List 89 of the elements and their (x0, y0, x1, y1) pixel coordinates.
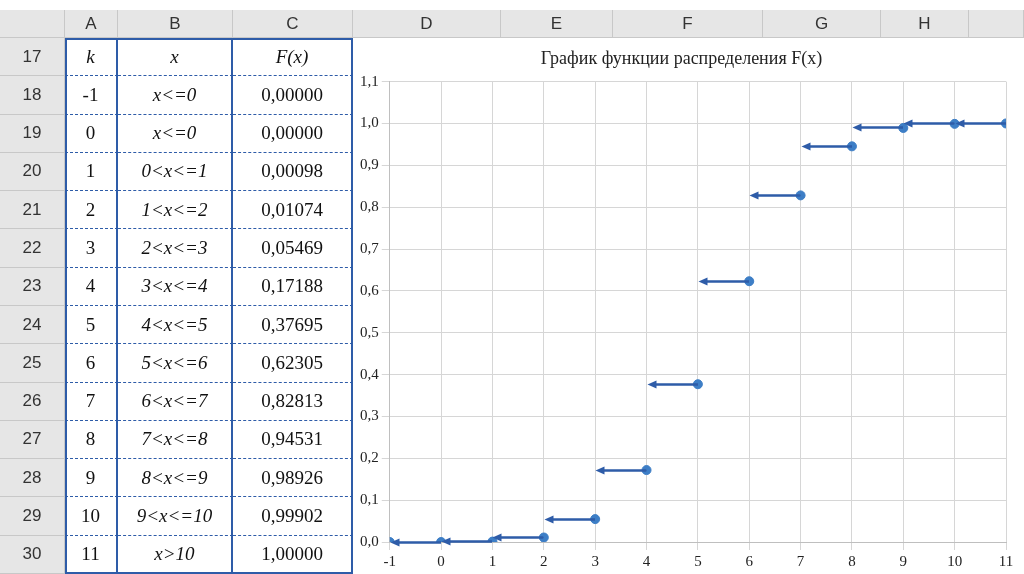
text: D (353, 10, 501, 38)
text: 0,82813 (233, 382, 353, 421)
y-tick-label: 0,1 (360, 491, 379, 508)
text: 0,37695 (233, 306, 353, 345)
y-tick-label: 0,3 (360, 407, 379, 424)
y-tick-label: 0,2 (360, 449, 379, 466)
y-tick-label: 1,1 (360, 72, 379, 89)
text: x<=0 (118, 114, 233, 153)
text: F (613, 10, 763, 38)
text: x<=0 (118, 76, 233, 115)
text: 3 (65, 229, 118, 268)
x-tick-label: 11 (998, 552, 1014, 569)
text: 7<x<=8 (118, 420, 233, 460)
x-tick-label: 9 (899, 552, 908, 569)
text: H (881, 10, 969, 38)
text: 2 (65, 191, 118, 230)
text: 9 (65, 459, 118, 498)
text: 1<x<=2 (118, 191, 233, 230)
text: 29 (0, 497, 65, 536)
text: G (763, 10, 881, 38)
y-tick-label: 0,9 (360, 156, 379, 173)
text: 24 (0, 306, 65, 345)
text: C (233, 10, 353, 38)
text: 17 (0, 38, 65, 77)
text: 0<x<=1 (118, 152, 233, 192)
text: 6 (65, 344, 118, 383)
y-tick-label: 1,0 (360, 114, 379, 131)
text: 3<x<=4 (118, 267, 233, 306)
x-tick-label: 5 (694, 552, 702, 569)
x-tick-label: -1 (383, 552, 396, 569)
chart-title: График функции распределения F(x) (540, 47, 823, 69)
text: 4<x<=5 (118, 306, 233, 345)
x-tick-label: 8 (848, 552, 856, 569)
x-tick-label: 6 (745, 552, 754, 569)
text: -1 (65, 76, 118, 115)
y-tick-label: 0,8 (360, 198, 379, 215)
text: 21 (0, 191, 65, 230)
text: 6<x<=7 (118, 382, 233, 421)
text: 5<x<=6 (118, 344, 233, 383)
text: 0,05469 (233, 229, 353, 268)
text: 1 (65, 152, 118, 192)
text: 9<x<=10 (118, 497, 233, 536)
y-tick-label: 0,0 (360, 532, 379, 549)
x-tick-label: 3 (591, 552, 599, 569)
text: 2<x<=3 (118, 229, 233, 268)
text: 27 (0, 420, 65, 460)
text: 0,17188 (233, 267, 353, 306)
text: 0,00098 (233, 152, 353, 192)
text: 0 (65, 114, 118, 153)
text: 26 (0, 382, 65, 421)
text: 0,94531 (233, 420, 353, 460)
y-tick-label: 0,6 (360, 281, 380, 298)
text: 20 (0, 152, 65, 192)
text: B (118, 10, 233, 38)
text: 4 (65, 267, 118, 306)
text: F(x) (233, 38, 353, 77)
text: 7 (65, 382, 118, 421)
text: 10 (65, 497, 118, 536)
text: 0,98926 (233, 459, 353, 498)
x-tick-label: 0 (437, 552, 445, 569)
text: 0,62305 (233, 344, 353, 383)
text: 0,00000 (233, 114, 353, 153)
text: 30 (0, 535, 65, 574)
text: 8 (65, 420, 118, 460)
y-tick-label: 0,5 (360, 323, 379, 340)
y-tick-label: 0,4 (360, 365, 380, 382)
text: 0,99902 (233, 497, 353, 536)
text: 25 (0, 344, 65, 383)
text: x (118, 38, 233, 77)
x-tick-label: 4 (642, 552, 651, 569)
x-tick-label: 10 (947, 552, 963, 569)
text: k (65, 38, 118, 77)
y-tick-label: 0,7 (360, 239, 380, 256)
text: 1,00000 (233, 535, 353, 574)
text: 0,01074 (233, 191, 353, 230)
text: 0,00000 (233, 76, 353, 115)
x-tick-label: 7 (796, 552, 805, 569)
text: 8<x<=9 (118, 459, 233, 498)
text: 5 (65, 306, 118, 345)
text: x>10 (118, 535, 233, 574)
text: 18 (0, 76, 65, 115)
text: 23 (0, 267, 65, 306)
text: 19 (0, 114, 65, 153)
text: E (501, 10, 613, 38)
text: A (65, 10, 118, 38)
x-tick-label: 2 (540, 552, 548, 569)
text: 28 (0, 459, 65, 498)
text: 22 (0, 229, 65, 268)
x-tick-label: 1 (488, 552, 497, 569)
